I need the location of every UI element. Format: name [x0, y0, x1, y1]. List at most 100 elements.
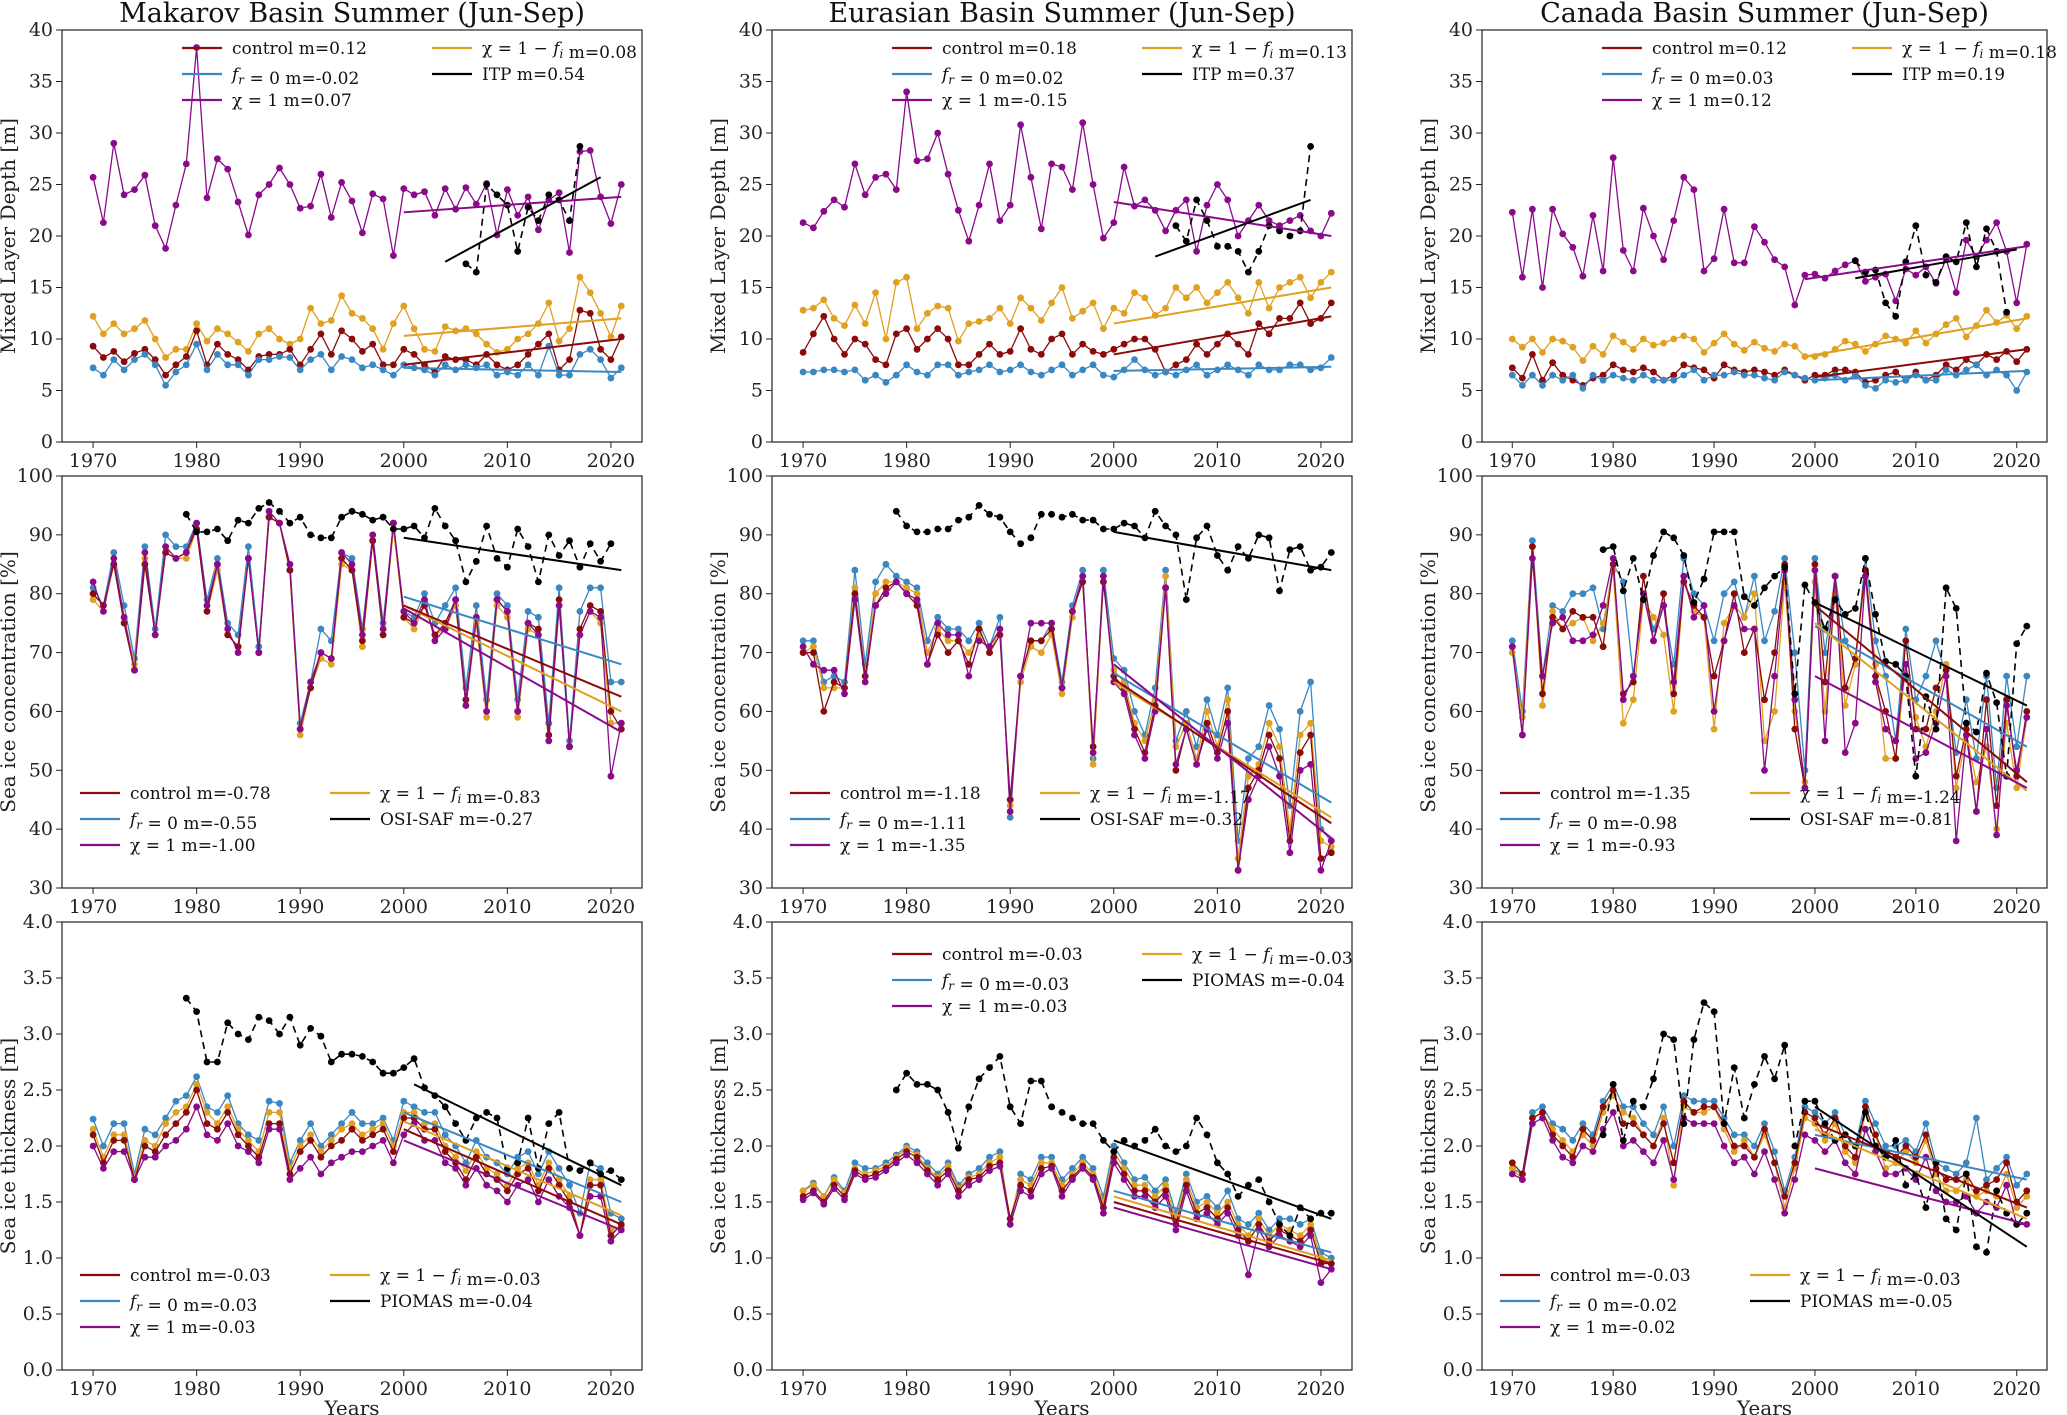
data-point-obs — [934, 525, 942, 533]
data-point-control — [234, 1131, 242, 1139]
x-tick-label: 1970 — [1488, 450, 1536, 472]
data-point-control — [1700, 366, 1708, 374]
data-point-obs — [1234, 543, 1242, 550]
data-point-obs — [1193, 534, 1200, 542]
y-tick-label: 0.0 — [733, 1359, 763, 1381]
data-point-chi1 — [151, 1153, 159, 1161]
data-point-chi1 — [1120, 1176, 1128, 1183]
data-point-chi1 — [944, 1170, 952, 1178]
data-point-control — [861, 672, 869, 680]
data-point-chi1 — [1037, 1170, 1045, 1178]
trend-line-chi1 — [1113, 1206, 1332, 1271]
data-point-chi1 — [1841, 1159, 1849, 1167]
trend-line-control — [1814, 604, 2028, 783]
data-point-obs — [903, 522, 910, 530]
data-point-obs — [1327, 549, 1335, 556]
data-point-chi1 — [1952, 289, 1960, 296]
data-point-control — [1307, 1226, 1314, 1234]
data-point-fr0 — [1862, 382, 1869, 389]
x-tick-label: 2000 — [1090, 450, 1138, 472]
data-point-control — [1922, 725, 1930, 733]
data-point-control — [882, 584, 890, 592]
data-point-chi1 — [504, 1198, 511, 1206]
trend-line-fr0 — [403, 595, 622, 666]
data-point-fr0 — [1710, 637, 1718, 645]
data-point-chi1mfi — [1720, 330, 1728, 338]
data-point-fr0 — [975, 1165, 983, 1172]
trend-line-fr0 — [1814, 625, 2028, 748]
data-point-control — [892, 330, 900, 338]
data-point-obs — [1791, 1142, 1799, 1150]
data-point-obs — [586, 1159, 594, 1167]
data-point-chi1mfi — [1276, 743, 1283, 751]
data-point-chi1mfi — [1680, 332, 1688, 340]
data-point-chi1 — [524, 1176, 532, 1183]
data-point-chi1 — [265, 181, 273, 188]
data-point-obs — [1296, 543, 1304, 550]
data-point-control — [1265, 731, 1273, 739]
data-point-chi1mfi — [120, 1131, 128, 1139]
data-point-obs — [1811, 1097, 1819, 1105]
data-point-obs — [514, 525, 522, 533]
data-point-control — [2013, 358, 2021, 366]
data-point-obs — [1801, 581, 1809, 589]
data-point-fr0 — [255, 356, 263, 363]
legend-label-control: control m=0.12 — [232, 39, 367, 59]
data-point-chi1mfi — [1660, 339, 1667, 347]
trend-line-obs — [1814, 601, 2028, 707]
data-point-fr0 — [151, 361, 159, 369]
y-tick-label: 60 — [29, 700, 53, 722]
data-point-chi1mfi — [1740, 613, 1748, 621]
data-point-chi1mfi — [996, 1153, 1004, 1161]
data-point-chi1mfi — [1962, 333, 1970, 341]
trend-line-fr0 — [1113, 365, 1332, 372]
data-point-control — [2023, 708, 2031, 715]
data-point-chi1mfi — [1131, 289, 1138, 296]
data-point-obs — [203, 528, 211, 536]
data-point-chi1mfi — [483, 340, 490, 348]
data-point-chi1 — [1660, 1137, 1667, 1144]
data-point-obs — [1276, 587, 1283, 595]
data-point-control — [1037, 637, 1045, 645]
x-tick-label: 2010 — [1193, 450, 1241, 472]
data-point-chi1mfi — [986, 315, 993, 322]
data-point-chi1mfi — [851, 584, 859, 592]
data-point-chi1 — [120, 613, 128, 621]
data-point-chi1mfi — [1640, 335, 1647, 343]
data-point-chi1 — [1579, 637, 1587, 645]
data-point-control — [597, 1181, 604, 1189]
data-point-chi1mfi — [265, 325, 273, 333]
data-point-control — [820, 708, 828, 715]
data-point-control — [214, 340, 221, 348]
series-line-chi1mfi — [802, 271, 1332, 343]
data-point-control — [1730, 590, 1738, 598]
y-tick-label: 2.0 — [1443, 1135, 1473, 1157]
data-point-obs — [1851, 257, 1859, 265]
data-point-fr0 — [861, 376, 869, 384]
y-tick-label: 5 — [751, 380, 763, 402]
data-point-chi1 — [913, 157, 921, 165]
data-point-control — [1224, 708, 1232, 715]
data-point-fr0 — [1529, 1109, 1536, 1116]
data-point-fr0 — [1710, 1097, 1718, 1105]
data-point-fr0 — [1619, 374, 1627, 382]
data-point-control — [1720, 361, 1728, 369]
data-point-fr0 — [617, 678, 625, 686]
data-point-obs — [524, 203, 532, 211]
data-point-chi1 — [1529, 1120, 1536, 1127]
series-line-obs — [1602, 1001, 2028, 1254]
data-point-chi1 — [524, 619, 532, 627]
data-point-obs — [1203, 1131, 1211, 1139]
data-point-chi1 — [472, 200, 480, 208]
data-point-chi1mfi — [1549, 608, 1556, 615]
data-point-fr0 — [1811, 376, 1819, 384]
data-point-control — [1569, 608, 1577, 615]
data-point-chi1mfi — [120, 330, 128, 338]
data-point-control — [131, 350, 138, 357]
data-point-chi1 — [286, 560, 294, 568]
data-point-chi1mfi — [265, 1109, 273, 1116]
data-point-chi1 — [141, 171, 149, 179]
data-point-chi1mfi — [1882, 755, 1889, 762]
data-point-control — [1539, 376, 1546, 384]
